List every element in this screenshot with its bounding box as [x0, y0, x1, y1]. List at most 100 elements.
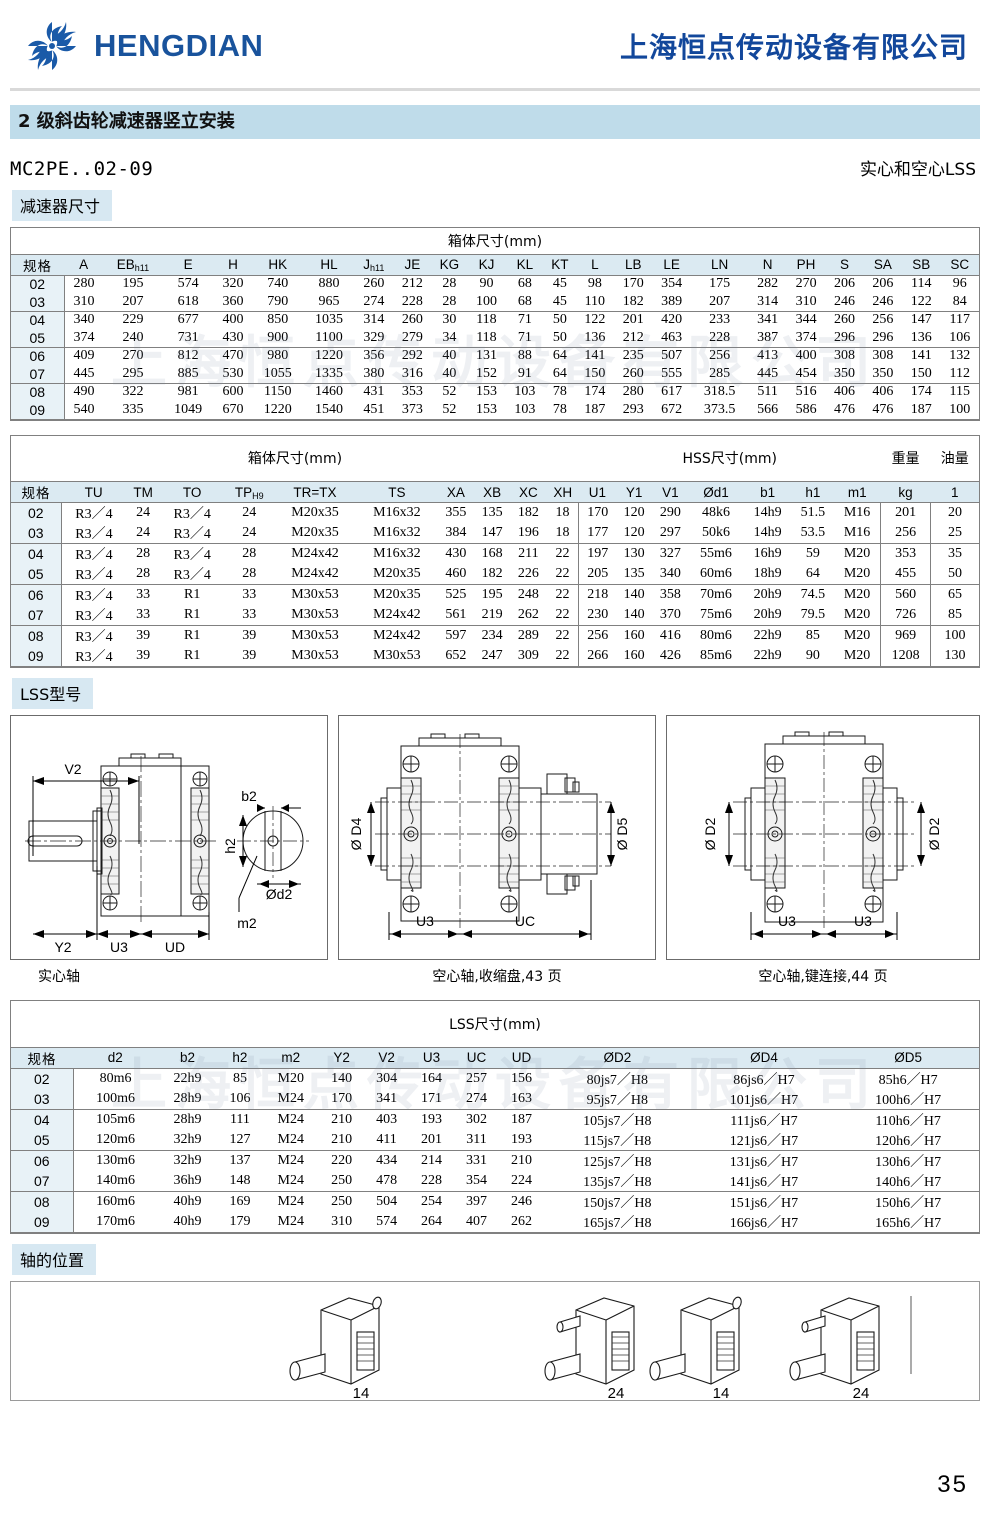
table-cell: 20h9 [743, 605, 792, 626]
table-cell: 358 [659, 587, 681, 602]
table-cell: 426 [652, 646, 689, 667]
table-cell: 33 [136, 587, 151, 602]
column-header-n: N [748, 253, 787, 276]
svg-text:U3: U3 [416, 913, 434, 929]
table-cell: 476 [825, 401, 864, 420]
section-label-lss-model: LSS型号 [12, 678, 94, 709]
table-cell: 95js7／H8 [544, 1088, 691, 1110]
table-cell: 969 [880, 625, 931, 646]
table-cell: 530 [213, 365, 253, 384]
table-cell: 165h6／H7 [837, 1211, 979, 1233]
table-cell: 22 [555, 628, 570, 643]
table-cell: 1220 [314, 348, 343, 364]
table-cell: 196 [510, 523, 547, 544]
table-cell: 652 [437, 646, 475, 667]
table-cell: 45 [552, 276, 567, 292]
table-cell: 170 [622, 276, 644, 292]
table-cell: 344 [795, 312, 817, 328]
table-cell: 411 [364, 1129, 410, 1151]
table-cell: 416 [659, 628, 681, 643]
table-cell: 65 [930, 584, 979, 605]
table-cell: 170 [319, 1088, 365, 1110]
table-cell: 1220 [252, 401, 304, 420]
table-cell: 52 [431, 401, 468, 420]
table-cell: 304 [376, 1070, 398, 1086]
table-cell: 175 [709, 276, 731, 292]
column-header-y1: Y1 [615, 481, 653, 503]
table-cell: 103 [505, 401, 545, 420]
table-cell: 39 [136, 628, 151, 643]
table-cell: 36h9 [157, 1170, 218, 1192]
table-cell: 409 [73, 348, 95, 364]
table-cell: 34 [431, 329, 468, 348]
caption-hollow-keyed: 空心轴,键连接,44 页 [758, 969, 888, 985]
table-row: 07 445 295 885 530 1055 1335 380 316 40 152 91 64 150… [11, 365, 979, 384]
column-header-tm: TM [126, 481, 160, 503]
model-code: MC2PE..02-09 [10, 158, 154, 180]
table-cell: 16h9 [753, 546, 782, 561]
table-cell: 39 [126, 646, 160, 667]
table-cell: 329 [354, 329, 394, 348]
table-cell: 507 [661, 348, 683, 364]
table-cell: 24 [136, 505, 151, 520]
table-cell: 293 [614, 401, 653, 420]
column-header-tp: TPH9 [224, 481, 275, 503]
column-header-b1: b1 [743, 481, 792, 503]
table-cell: 285 [690, 365, 749, 384]
table-cell: 981 [177, 384, 199, 400]
column-header-ts: TS [355, 481, 438, 503]
table-cell: 147 [474, 523, 511, 544]
table-cell: 33 [242, 587, 257, 602]
table-cell: 430 [213, 329, 253, 348]
table-cell: 403 [376, 1111, 398, 1127]
table-cell: M30x53 [274, 605, 356, 626]
table-cell: 105m6 [96, 1111, 135, 1127]
table-cell: 1035 [314, 312, 343, 328]
table-cell: 121js6／H7 [690, 1129, 838, 1151]
lss-dimensions-table: LSS尺寸(mm) 规格 d2 b2 h2 m2 Y2 V2 U3 UC UD ØD2 ØD4 ØD5… [11, 1001, 979, 1233]
table-cell: 525 [445, 587, 467, 602]
column-header-j: Jh11 [354, 253, 394, 276]
diagram-hollow-shaft-keyed: Ø D2 Ø D2 U3 U3 [666, 715, 980, 960]
table-cell: 256 [872, 312, 894, 328]
row-size: 05 [11, 564, 62, 585]
table-cell: 327 [659, 546, 681, 561]
table-cell: 90 [791, 646, 835, 667]
table-cell: 296 [863, 329, 903, 348]
table-cell: 274 [454, 1088, 500, 1110]
svg-text:Ø D4: Ø D4 [348, 817, 364, 850]
table-cell: 75m6 [688, 605, 744, 626]
table-cell: 136 [575, 329, 615, 348]
table-cell: M24 [277, 1111, 304, 1127]
hss-dimensions-table: 箱体尺寸(mm) HSS尺寸(mm) 重量 油量 规格 TU TM TO TPH9 TR… [11, 436, 979, 668]
table-cell: 280 [622, 384, 644, 400]
table-cell: 1049 [162, 401, 214, 420]
table-cell: 731 [162, 329, 214, 348]
table-row: 03 R3／4 24 R3／4 24 M20x35 M16x32 384 147 196 18 177… [11, 523, 979, 544]
table-row: 08 R3／4 39 R1 39 M30x53 M24x42 597 234 289 22 256 16… [11, 625, 979, 646]
table-cell: 28 [136, 546, 151, 561]
table-cell: R1 [159, 646, 225, 667]
table-cell: 88 [517, 348, 532, 364]
table-cell: R3／4 [61, 523, 127, 544]
column-header-xh: XH [546, 481, 579, 503]
table-cell: 120h6／H7 [837, 1129, 979, 1151]
table-cell: R3／4 [61, 646, 127, 667]
table-cell: 246 [825, 293, 864, 312]
table-cell: 40 [431, 365, 468, 384]
brand-name: HENGDIAN [94, 28, 264, 63]
table-cell: 153 [475, 384, 497, 400]
table-cell: R1 [184, 628, 201, 643]
table-cell: 445 [748, 365, 787, 384]
table-cell: 318.5 [703, 384, 736, 400]
table-cell: 247 [474, 646, 511, 667]
table-cell: 106 [940, 329, 979, 348]
table-cell: 566 [748, 401, 787, 420]
table-cell: 373 [393, 401, 432, 420]
table-cell: M20 [834, 605, 881, 626]
table-cell: 353 [880, 543, 931, 564]
table-cell: 257 [466, 1070, 488, 1086]
table-cell: 880 [318, 276, 340, 292]
table-cell: M24x42 [373, 628, 421, 643]
caption-solid-shaft: 实心轴 [38, 969, 80, 985]
